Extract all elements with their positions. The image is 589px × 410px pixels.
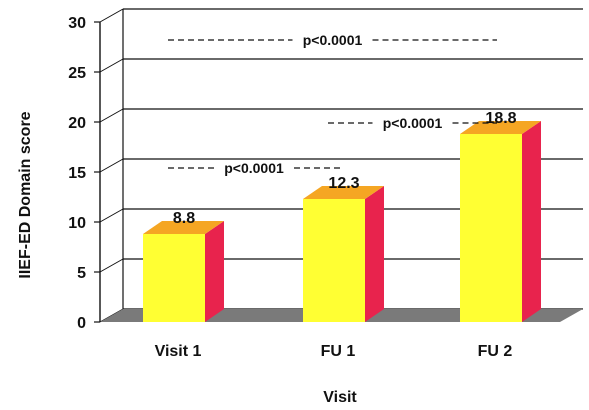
y-tick-label: 30 xyxy=(68,15,86,32)
bar-value-label: 18.8 xyxy=(485,110,516,127)
p-value-label: p<0.0001 xyxy=(383,115,443,131)
significance-bracket: p<0.0001 xyxy=(168,32,497,48)
bar-front-face xyxy=(303,199,365,322)
y-tick-labels: 0 5 10 15 20 25 30 xyxy=(68,15,100,332)
grid-connector xyxy=(99,8,124,23)
bar-top-face xyxy=(143,221,224,234)
bar-top-face xyxy=(460,121,541,134)
y-tick-label: 25 xyxy=(68,65,86,82)
p-value-label: p<0.0001 xyxy=(303,32,363,48)
significance-annotations: p<0.0001 p<0.0001 p<0.0001 xyxy=(168,32,497,176)
x-category-labels: Visit 1 FU 1 FU 2 xyxy=(155,343,513,360)
x-axis-title: Visit xyxy=(323,389,357,406)
bar-side-face xyxy=(522,121,541,322)
bar-front-face xyxy=(143,234,205,322)
y-tick-label: 5 xyxy=(77,265,86,282)
grid-connector xyxy=(99,208,124,223)
bar-side-face xyxy=(205,221,224,322)
x-category-label: FU 1 xyxy=(321,343,356,360)
significance-bracket: p<0.0001 xyxy=(328,115,497,131)
bar-value-label: 8.8 xyxy=(173,210,195,227)
bar-3: 18.8 xyxy=(460,110,541,322)
grid-connector xyxy=(99,108,124,123)
grid-connector xyxy=(99,58,124,73)
bar-1: 8.8 xyxy=(143,210,224,322)
y-axis-title: IIEF-ED Domain score xyxy=(17,111,34,278)
p-value-label: p<0.0001 xyxy=(224,160,284,176)
significance-bracket: p<0.0001 xyxy=(168,160,340,176)
bar-front-face xyxy=(460,134,522,322)
x-category-label: FU 2 xyxy=(478,343,513,360)
x-category-label: Visit 1 xyxy=(155,343,202,360)
y-tick-label: 15 xyxy=(68,165,86,182)
bar-side-face xyxy=(365,186,384,322)
grid-connector xyxy=(99,258,124,273)
y-tick-label: 10 xyxy=(68,215,86,232)
y-tick-label: 20 xyxy=(68,115,86,132)
grid-connector xyxy=(99,158,124,173)
bar-2: 12.3 xyxy=(303,175,384,322)
bar-top-face xyxy=(303,186,384,199)
y-tick-label: 0 xyxy=(77,315,86,332)
bars: 8.8 12.3 18.8 xyxy=(143,110,541,322)
bar-value-label: 12.3 xyxy=(328,175,359,192)
